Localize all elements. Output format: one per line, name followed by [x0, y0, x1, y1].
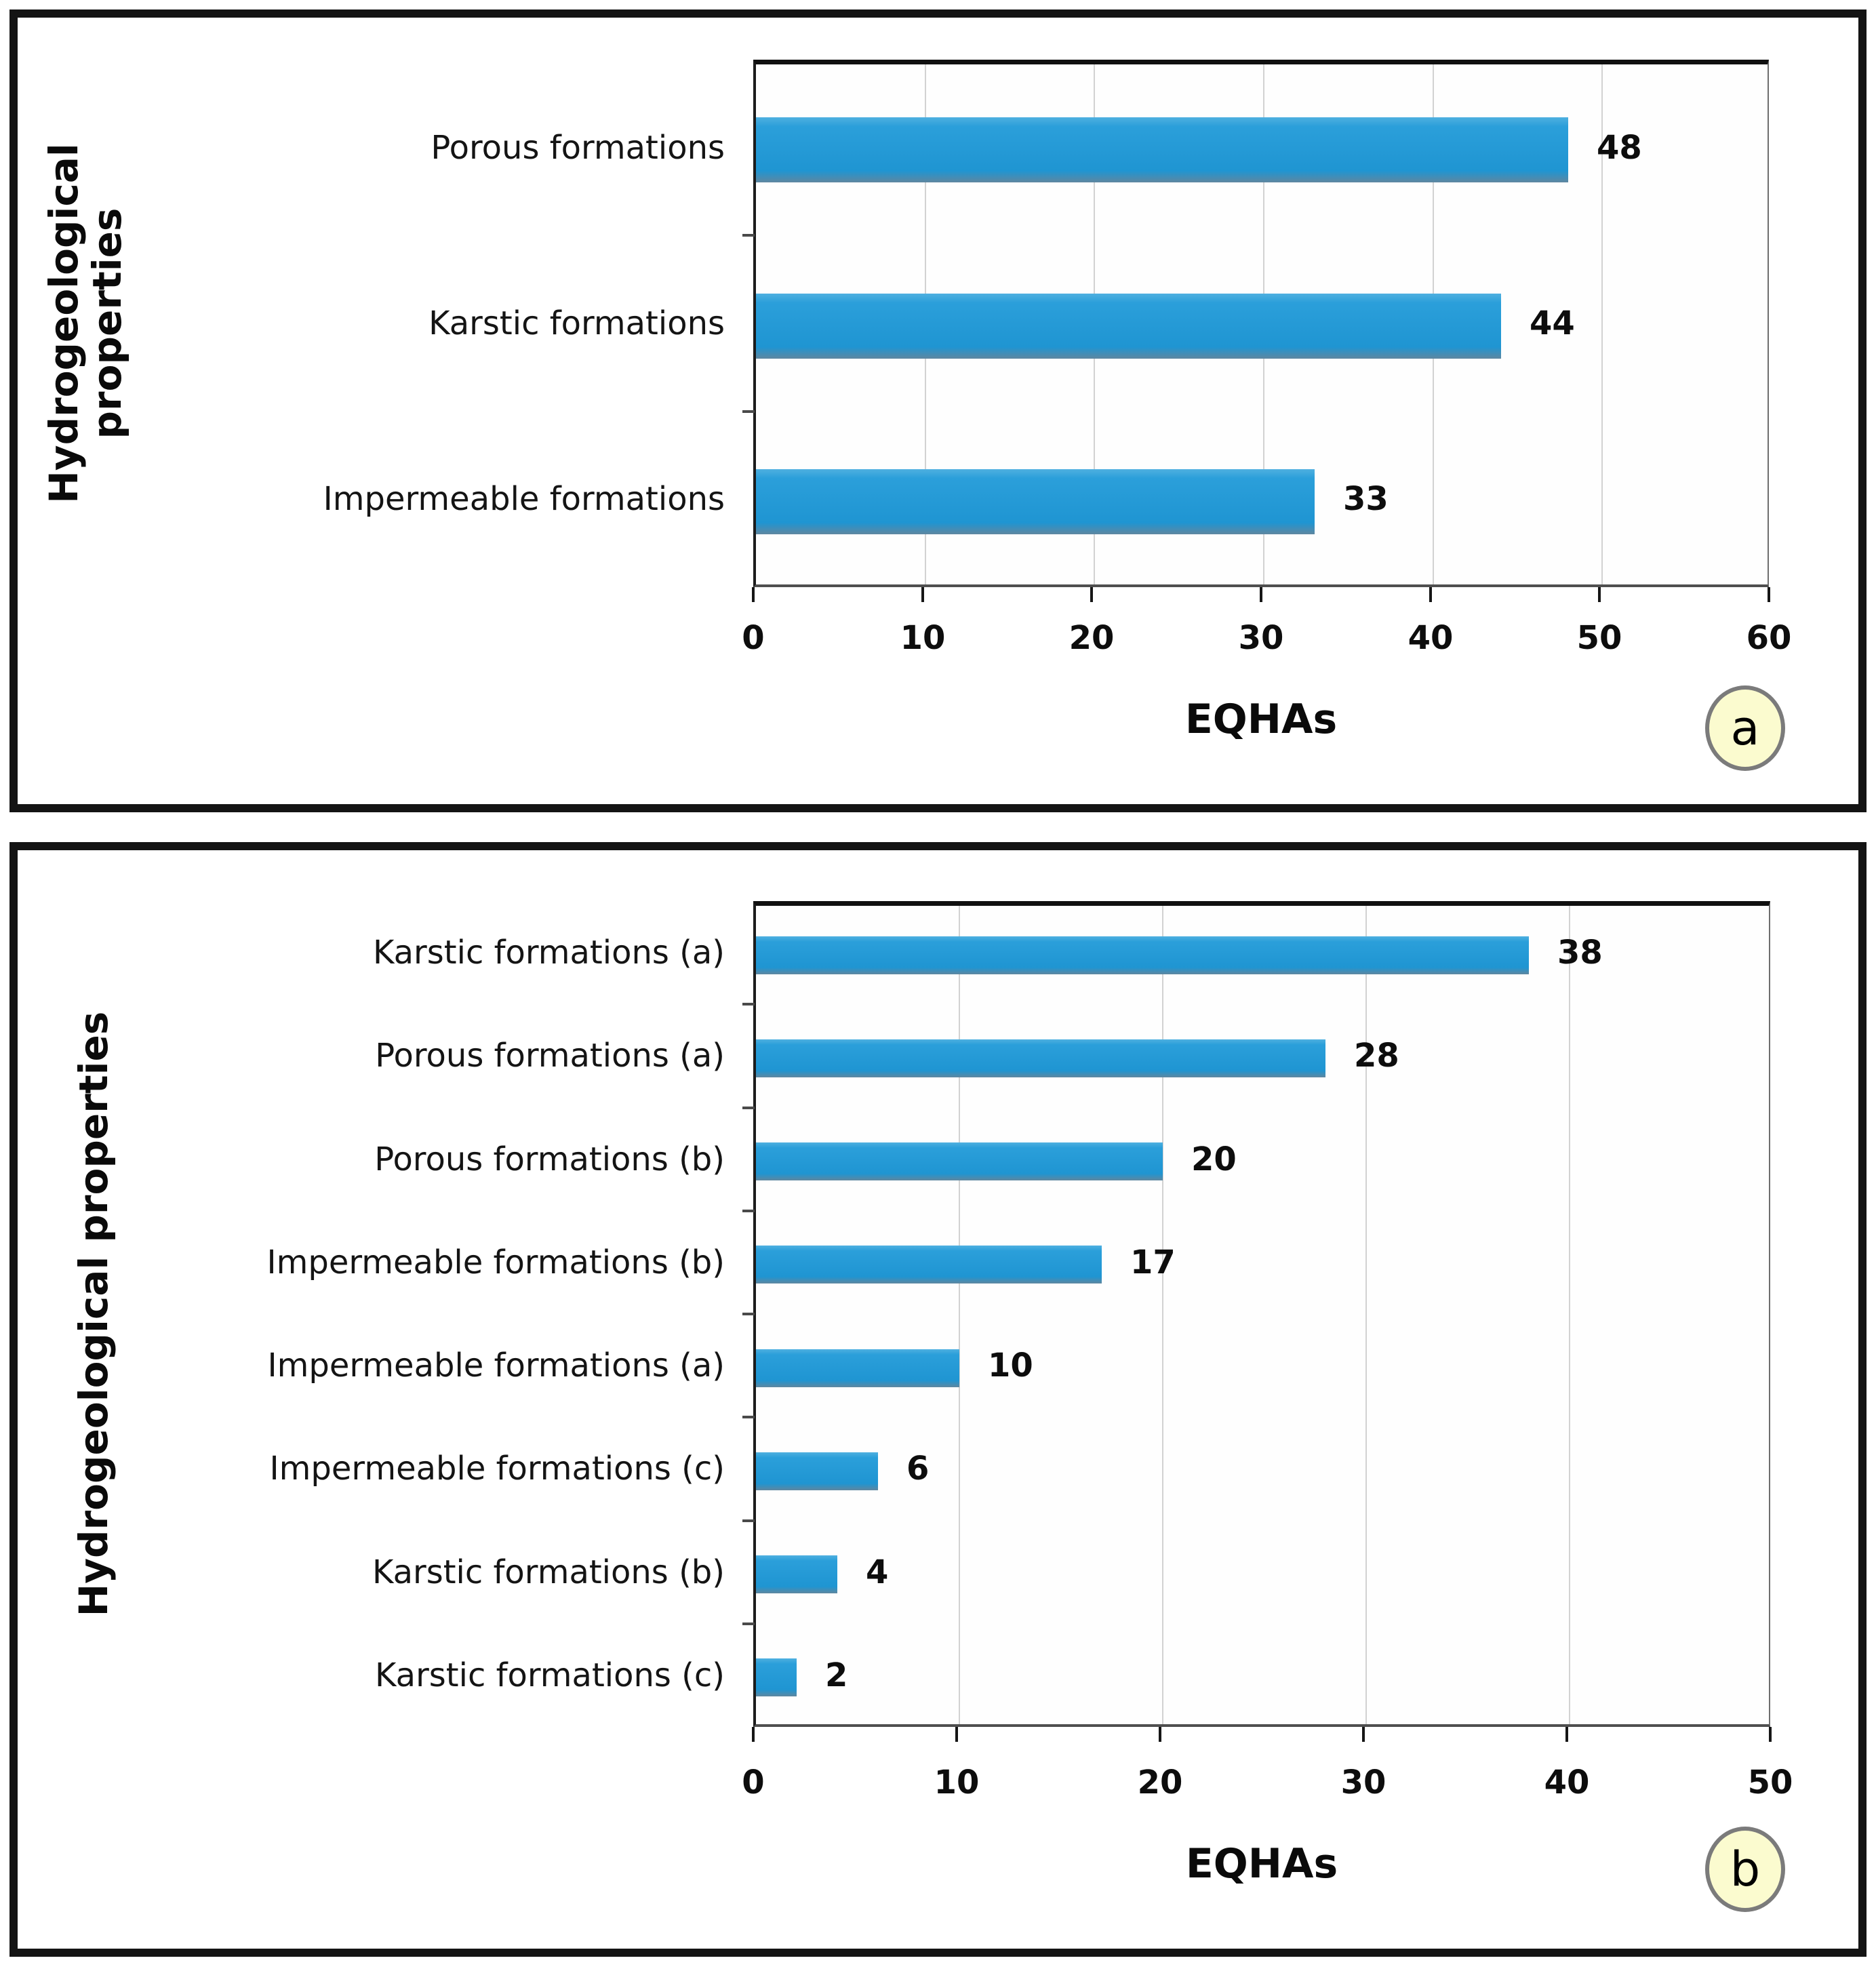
- x-axis-tick-label: 10: [900, 619, 946, 657]
- category-label: Impermeable formations (b): [266, 1243, 725, 1281]
- x-axis-tick-label: 0: [742, 619, 765, 657]
- category-label: Karstic formations: [428, 304, 725, 342]
- x-axis-tick-mark: [1598, 587, 1601, 602]
- grid-line: [1601, 64, 1603, 584]
- panel-label-badge: b: [1705, 1827, 1785, 1912]
- grid-line: [1569, 906, 1570, 1724]
- panel-label-letter: a: [1730, 700, 1760, 756]
- category-label: Porous formations: [431, 129, 725, 167]
- x-axis-tick-mark: [752, 1727, 755, 1742]
- x-axis-tick-label: 10: [934, 1764, 980, 1801]
- bar-value-label: 17: [1130, 1243, 1176, 1281]
- y-axis-tick-mark: [742, 1416, 755, 1418]
- category-label: Impermeable formations (c): [269, 1450, 725, 1488]
- plot-area: [753, 60, 1769, 587]
- bar: [756, 294, 1501, 359]
- bar-value-label: 28: [1354, 1037, 1399, 1075]
- x-axis-tick-label: 50: [1747, 1764, 1793, 1801]
- category-label: Impermeable formations (a): [267, 1347, 725, 1385]
- x-axis-tick-mark: [1769, 1727, 1772, 1742]
- x-axis-tick-label: 40: [1408, 619, 1454, 657]
- bar: [756, 469, 1315, 534]
- y-axis-tick-mark: [742, 1107, 755, 1109]
- x-axis-tick-label: 20: [1137, 1764, 1183, 1801]
- y-axis-tick-mark: [742, 1519, 755, 1522]
- bar: [756, 936, 1529, 974]
- x-axis-tick-label: 20: [1069, 619, 1115, 657]
- bar-value-label: 6: [906, 1450, 930, 1488]
- x-axis-title: EQHAs: [1185, 1840, 1338, 1888]
- bar: [756, 1246, 1102, 1283]
- panel-label-letter: b: [1730, 1841, 1761, 1897]
- bar-value-label: 20: [1191, 1140, 1237, 1178]
- bar-value-label: 2: [825, 1656, 848, 1694]
- bar: [756, 1555, 837, 1593]
- x-axis-tick-mark: [1565, 1727, 1568, 1742]
- x-axis-tick-mark: [1260, 587, 1262, 602]
- category-label: Karstic formations (c): [375, 1656, 725, 1694]
- y-axis-tick-mark: [742, 234, 755, 237]
- bar-value-label: 48: [1597, 129, 1642, 167]
- bar: [756, 1349, 959, 1387]
- bar: [756, 1039, 1325, 1077]
- x-axis-title: EQHAs: [1184, 696, 1338, 743]
- grid-line: [1365, 906, 1367, 1724]
- x-axis-tick-mark: [921, 587, 924, 602]
- x-axis-tick-mark: [1768, 587, 1770, 602]
- x-axis-tick-mark: [1429, 587, 1432, 602]
- y-axis-tick-mark: [742, 1003, 755, 1006]
- category-label: Karstic formations (b): [372, 1553, 725, 1591]
- grid-line: [959, 906, 960, 1724]
- y-axis-tick-mark: [742, 1210, 755, 1212]
- plot-area: [753, 901, 1770, 1727]
- category-label: Karstic formations (a): [373, 934, 725, 972]
- x-axis-tick-label: 40: [1544, 1764, 1590, 1801]
- x-axis-tick-mark: [1090, 587, 1093, 602]
- bar-value-label: 38: [1557, 934, 1603, 972]
- x-axis-tick-label: 0: [742, 1764, 765, 1801]
- bar: [756, 1452, 878, 1490]
- x-axis-tick-label: 50: [1576, 619, 1622, 657]
- grid-line: [1162, 906, 1163, 1724]
- y-axis-tick-mark: [742, 1313, 755, 1315]
- x-axis-tick-mark: [752, 587, 755, 602]
- bar: [756, 1142, 1163, 1180]
- category-label: Porous formations (a): [375, 1037, 725, 1075]
- bar-value-label: 44: [1530, 304, 1575, 342]
- chart-panel-a: Hydrogeological properties EQHAs a 0 10 20…: [9, 9, 1867, 812]
- category-label: Porous formations (b): [374, 1140, 725, 1178]
- bar: [756, 1658, 797, 1696]
- x-axis-tick-label: 60: [1746, 619, 1792, 657]
- y-axis-title-line: Hydrogeological properties: [71, 1011, 117, 1617]
- bar-value-label: 10: [988, 1347, 1033, 1385]
- x-axis-tick-mark: [1159, 1727, 1161, 1742]
- bar-value-label: 33: [1343, 480, 1389, 518]
- y-axis-tick-mark: [742, 410, 755, 413]
- bar-value-label: 4: [866, 1553, 889, 1591]
- x-axis-tick-mark: [955, 1727, 958, 1742]
- x-axis-tick-label: 30: [1340, 1764, 1386, 1801]
- category-label: Impermeable formations: [323, 480, 725, 518]
- y-axis-tick-mark: [742, 1622, 755, 1625]
- x-axis-tick-mark: [1362, 1727, 1365, 1742]
- bar: [756, 117, 1568, 182]
- chart-panel-b: Hydrogeological properties EQHAs b 0 10 20…: [9, 842, 1867, 1957]
- y-axis-title: Hydrogeological properties: [71, 1011, 117, 1617]
- panel-label-badge: a: [1705, 685, 1785, 771]
- x-axis-tick-label: 30: [1238, 619, 1284, 657]
